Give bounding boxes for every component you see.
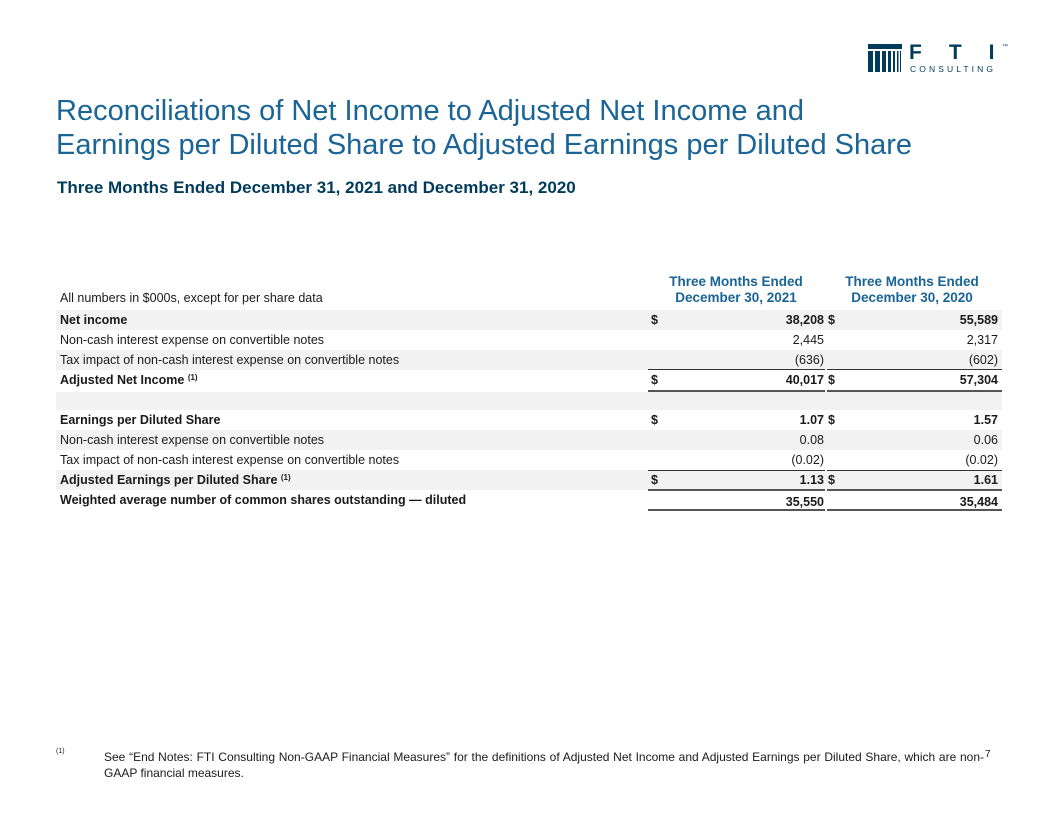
page-subtitle: Three Months Ended December 31, 2021 and… bbox=[57, 178, 576, 197]
value-2021: 2,445 bbox=[792, 333, 824, 347]
page-number: 7 bbox=[985, 749, 991, 760]
subtotal-rule bbox=[827, 369, 1002, 370]
dollar-sign: $ bbox=[651, 413, 658, 427]
trademark-symbol: ™ bbox=[1002, 44, 1008, 50]
value-2021: (0.02) bbox=[791, 453, 824, 467]
column-header-2020-line-2: December 30, 2020 bbox=[851, 290, 973, 305]
table-row-tax-impact: Tax impact of non-cash interest expense … bbox=[56, 350, 1002, 370]
table-row-adjusted-net-income: Adjusted Net Income (1) $ 40,017 $ 57,30… bbox=[56, 370, 1002, 390]
footnote-text: See “End Notes: FTI Consulting Non-GAAP … bbox=[104, 750, 984, 780]
value-2021: 38,208 bbox=[785, 313, 824, 327]
pillar-logo-icon bbox=[868, 44, 902, 72]
column-header-2020: Three Months Ended December 30, 2020 bbox=[827, 274, 997, 306]
dollar-sign: $ bbox=[828, 473, 835, 487]
column-header-2020-line-1: Three Months Ended bbox=[845, 274, 979, 289]
page-title-line-2: Earnings per Diluted Share to Adjusted E… bbox=[56, 129, 913, 161]
table-row-noncash-interest-eps: Non-cash interest expense on convertible… bbox=[56, 430, 1002, 450]
row-label: Weighted average number of common shares… bbox=[60, 493, 467, 507]
value-2020: 2,317 bbox=[966, 333, 998, 347]
table-spacer-row bbox=[56, 392, 1002, 410]
fti-consulting-logo: FTI ™ CONSULTING bbox=[868, 41, 1008, 74]
table-row-noncash-interest: Non-cash interest expense on convertible… bbox=[56, 330, 1002, 350]
logo-subtitle: CONSULTING bbox=[910, 64, 997, 74]
row-label-text: Adjusted Earnings per Diluted Share bbox=[60, 473, 278, 487]
value-2020: 57,304 bbox=[959, 373, 998, 387]
table-row-net-income: Net income $ 38,208 $ 55,589 bbox=[56, 310, 1002, 330]
value-2020: 1.61 bbox=[973, 473, 998, 487]
logo-wordmark: FTI bbox=[909, 41, 1022, 64]
value-2021: (636) bbox=[794, 353, 824, 367]
footnote-reference: (1) bbox=[280, 473, 291, 482]
value-2021: 1.13 bbox=[799, 473, 824, 487]
row-label: Adjusted Earnings per Diluted Share (1) bbox=[60, 470, 291, 490]
table-row-eps: Earnings per Diluted Share $ 1.07 $ 1.57 bbox=[56, 410, 1002, 430]
total-rule bbox=[648, 390, 825, 392]
value-2021: 0.08 bbox=[799, 433, 824, 447]
row-label: Adjusted Net Income (1) bbox=[60, 370, 198, 390]
dollar-sign: $ bbox=[651, 313, 658, 327]
row-label: Non-cash interest expense on convertible… bbox=[60, 333, 325, 347]
table-row-adjusted-eps: Adjusted Earnings per Diluted Share (1) … bbox=[56, 470, 1002, 490]
row-label: Non-cash interest expense on convertible… bbox=[60, 433, 325, 447]
row-label: Tax impact of non-cash interest expense … bbox=[60, 353, 400, 367]
units-note: All numbers in $000s, except for per sha… bbox=[60, 291, 323, 305]
value-2020: 1.57 bbox=[973, 413, 998, 427]
bottom-rule bbox=[648, 509, 825, 511]
row-label: Earnings per Diluted Share bbox=[60, 413, 221, 427]
page-title-line-1: Reconciliations of Net Income to Adjuste… bbox=[56, 95, 804, 127]
dollar-sign: $ bbox=[651, 373, 658, 387]
row-label: Tax impact of non-cash interest expense … bbox=[60, 453, 400, 467]
total-rule bbox=[648, 489, 825, 491]
page-title: Reconciliations of Net Income to Adjuste… bbox=[56, 94, 1016, 162]
dollar-sign: $ bbox=[828, 313, 835, 327]
value-2020: (602) bbox=[968, 353, 998, 367]
subtotal-rule bbox=[648, 470, 825, 471]
table-row-tax-impact-eps: Tax impact of non-cash interest expense … bbox=[56, 450, 1002, 470]
dollar-sign: $ bbox=[828, 373, 835, 387]
value-2020: 35,484 bbox=[959, 495, 998, 509]
bottom-rule bbox=[827, 509, 1002, 511]
value-2021: 40,017 bbox=[785, 373, 824, 387]
column-header-2021-line-2: December 30, 2021 bbox=[675, 290, 797, 305]
footnote-reference: (1) bbox=[187, 373, 198, 382]
column-header-2021-line-1: Three Months Ended bbox=[669, 274, 803, 289]
table-row-weighted-shares: Weighted average number of common shares… bbox=[56, 490, 1002, 510]
value-2020: 0.06 bbox=[973, 433, 998, 447]
column-header-2021: Three Months Ended December 30, 2021 bbox=[651, 274, 821, 306]
total-rule bbox=[827, 390, 1002, 392]
subtotal-rule bbox=[827, 470, 1002, 471]
subtotal-rule bbox=[648, 369, 825, 370]
value-2020: 55,589 bbox=[959, 313, 998, 327]
dollar-sign: $ bbox=[651, 473, 658, 487]
row-label: Net income bbox=[60, 313, 128, 327]
footnote-marker: (1) bbox=[56, 748, 65, 755]
row-label-text: Adjusted Net Income bbox=[60, 373, 185, 387]
value-2021: 1.07 bbox=[799, 413, 824, 427]
total-rule bbox=[827, 489, 1002, 491]
dollar-sign: $ bbox=[828, 413, 835, 427]
value-2021: 35,550 bbox=[785, 495, 824, 509]
value-2020: (0.02) bbox=[965, 453, 998, 467]
